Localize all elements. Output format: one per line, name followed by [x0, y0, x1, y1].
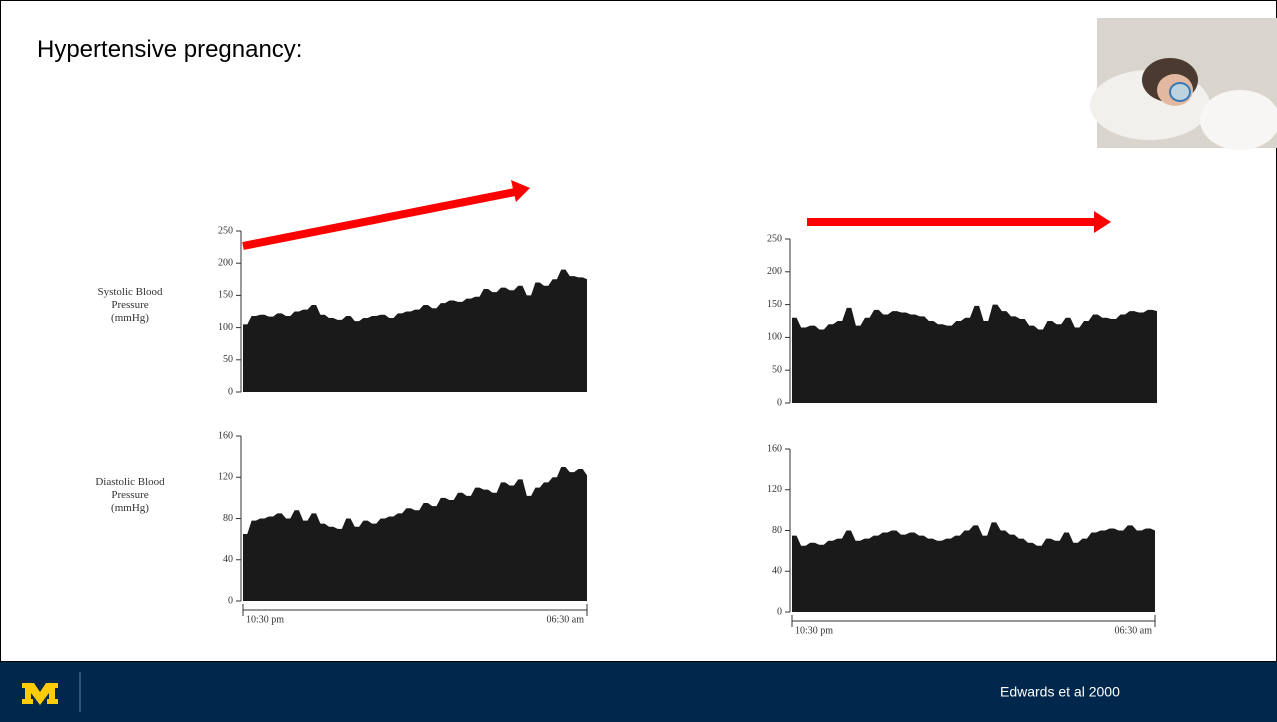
y-tick-label: 50 — [772, 364, 782, 375]
y-tick-label: 150 — [767, 299, 782, 310]
x-tick-label: 06:30 am — [1115, 625, 1153, 636]
x-tick-label: 06:30 am — [547, 614, 585, 625]
y-axis-label: Systolic Blood Pressure (mmHg) — [97, 286, 163, 324]
y-tick-label: 50 — [223, 354, 233, 365]
y-tick-label: 80 — [223, 513, 233, 524]
y-tick-label: 200 — [218, 257, 233, 268]
y-tick-label: 40 — [223, 554, 233, 565]
y-tick-label: 80 — [772, 525, 782, 536]
slide-title: Hypertensive pregnancy: — [37, 36, 302, 63]
y-tick-label: 0 — [777, 397, 782, 408]
area — [792, 304, 1157, 403]
y-tick-label: 40 — [772, 566, 782, 577]
logo — [22, 683, 58, 705]
y-tick-label: 150 — [218, 290, 233, 301]
x-tick-label: 10:30 pm — [246, 614, 284, 625]
y-tick-label: 0 — [228, 386, 233, 397]
photo — [1090, 18, 1277, 150]
y-tick-label: 160 — [767, 443, 782, 454]
y-tick-label: 120 — [767, 484, 782, 495]
y-tick-label: 120 — [218, 472, 233, 483]
y-axis-label: Diastolic Blood Pressure (mmHg) — [95, 476, 165, 514]
y-tick-label: 250 — [767, 233, 782, 244]
y-tick-label: 200 — [767, 266, 782, 277]
trend-arrow — [807, 211, 1111, 233]
y-tick-label: 100 — [767, 332, 782, 343]
x-tick-label: 10:30 pm — [795, 625, 833, 636]
y-tick-label: 100 — [218, 322, 233, 333]
area — [243, 269, 587, 392]
footer-bar — [0, 662, 1277, 722]
area — [792, 522, 1155, 612]
area — [243, 466, 587, 601]
y-tick-label: 160 — [218, 430, 233, 441]
y-tick-label: 0 — [228, 595, 233, 606]
y-tick-label: 0 — [777, 606, 782, 617]
citation: Edwards et al 2000 — [1000, 684, 1120, 700]
trend-arrow — [242, 180, 530, 250]
y-tick-label: 250 — [218, 225, 233, 236]
